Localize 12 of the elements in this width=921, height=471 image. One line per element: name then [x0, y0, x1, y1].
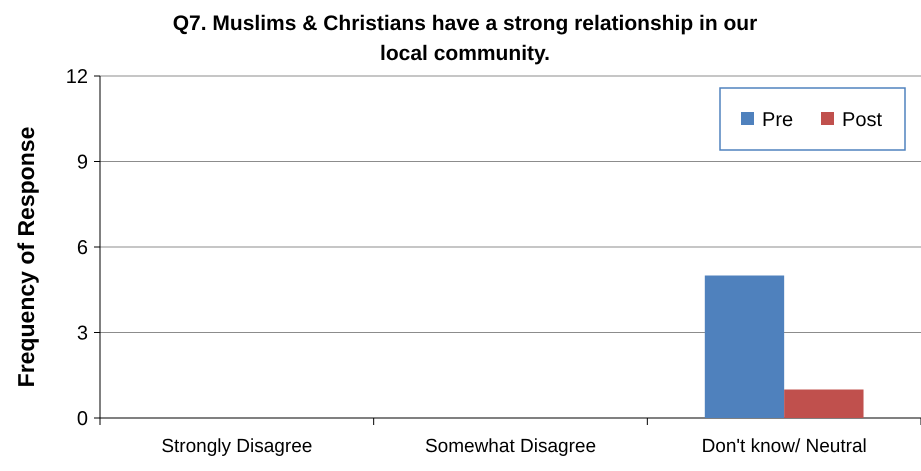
- y-tick-label: 3: [76, 322, 88, 344]
- x-tick-label: Somewhat Disagree: [424, 436, 596, 457]
- y-tick-label: 0: [76, 408, 88, 430]
- y-axis-title: Frequency of Response: [13, 126, 39, 388]
- x-tick-label: Don't know/ Neutral: [702, 436, 867, 457]
- y-tick-label: 9: [76, 152, 88, 174]
- legend-label: Pre: [762, 109, 794, 131]
- chart-title: Q7. Muslims & Christians have a strong relationship in our local community.: [172, 12, 758, 65]
- legend-label: Post: [842, 109, 882, 131]
- x-tick-label: Strongly Disagree: [161, 436, 312, 457]
- y-tick-label: 6: [76, 237, 88, 259]
- y-tick-label: 12: [66, 66, 88, 88]
